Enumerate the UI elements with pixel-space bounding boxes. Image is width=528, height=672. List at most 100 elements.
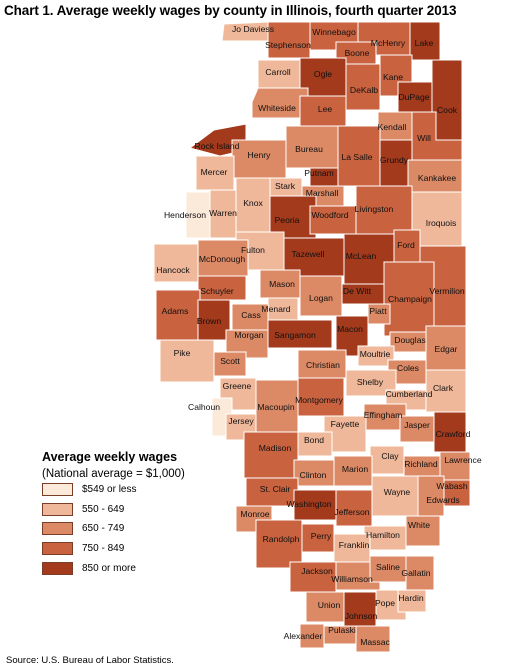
county-label-moultrie: Moultrie xyxy=(360,349,391,359)
county-label-boone: Boone xyxy=(345,48,370,58)
county-label-woodford: Woodford xyxy=(311,210,348,220)
county-label-jasper: Jasper xyxy=(404,420,430,430)
county-label-will: Will xyxy=(417,133,431,143)
county-label-dupage: DuPage xyxy=(398,92,429,102)
county-morgan xyxy=(225,329,269,359)
county-label-menard: Menard xyxy=(261,304,290,314)
county-label-peoria: Peoria xyxy=(275,215,300,225)
legend-item-label: 750 - 849 xyxy=(82,543,125,555)
county-label-lake: Lake xyxy=(415,38,434,48)
county-label-douglas: Douglas xyxy=(394,335,426,345)
legend-item: 750 - 849 xyxy=(42,539,232,559)
county-label-wabash: Wabash xyxy=(436,481,467,491)
legend-swatch xyxy=(42,502,73,516)
county-label-sangamon: Sangamon xyxy=(274,330,316,340)
county-label-effingham: Effingham xyxy=(364,410,403,420)
county-label-mercer: Mercer xyxy=(201,167,228,177)
legend-item: 850 or more xyxy=(42,558,232,578)
county-label-vermilion: Vermilion xyxy=(429,286,465,296)
legend-item: 550 - 649 xyxy=(42,500,232,520)
county-label-richland: Richland xyxy=(404,459,438,469)
county-label-ogle: Ogle xyxy=(314,69,332,79)
legend-swatch xyxy=(42,483,73,497)
county-label-stephenson: Stephenson xyxy=(265,40,311,50)
legend-subtitle: (National average = $1,000) xyxy=(42,468,185,480)
county-label-macon: Macon xyxy=(337,324,363,334)
legend-item-label: 550 - 649 xyxy=(82,503,125,515)
county-label-johnson: Johnson xyxy=(345,611,378,621)
county-label-fulton: Fulton xyxy=(241,245,265,255)
county-label-marshall: Marshall xyxy=(306,188,339,198)
county-label-carroll: Carroll xyxy=(265,67,290,77)
county-label-cumberland: Cumberland xyxy=(386,389,433,399)
county-label-madison: Madison xyxy=(259,443,292,453)
county-label-shelby: Shelby xyxy=(357,377,384,387)
county-label-bureau: Bureau xyxy=(295,144,323,154)
county-label-dekalb: DeKalb xyxy=(350,85,378,95)
county-label-coles: Coles xyxy=(397,363,419,373)
county-label-henderson: Henderson xyxy=(164,210,206,220)
county-label-wayne: Wayne xyxy=(384,487,411,497)
county-sangamon xyxy=(267,319,333,349)
county-stephenson xyxy=(267,21,311,59)
county-label-pike: Pike xyxy=(174,348,191,358)
county-label-williamson: Williamson xyxy=(331,574,373,584)
source-note: Source: U.S. Bureau of Labor Statistics. xyxy=(6,655,174,666)
county-label-monroe: Monroe xyxy=(240,509,269,519)
county-label-jefferson: Jefferson xyxy=(334,507,369,517)
county-label-edgar: Edgar xyxy=(435,344,458,354)
county-layer xyxy=(153,21,471,653)
county-label-hancock: Hancock xyxy=(156,265,190,275)
county-label-mason: Mason xyxy=(269,279,295,289)
county-label-edwards: Edwards xyxy=(426,495,459,505)
county-label-cook: Cook xyxy=(437,105,458,115)
county-label-lee: Lee xyxy=(318,104,333,114)
county-mcdonough xyxy=(197,239,249,277)
county-label-bond: Bond xyxy=(304,435,324,445)
county-label-greene: Greene xyxy=(223,381,252,391)
legend-item: $549 or less xyxy=(42,480,232,500)
county-label-schuyler: Schuyler xyxy=(200,286,234,296)
county-label-union: Union xyxy=(318,600,341,610)
county-label-st-clair: St. Clair xyxy=(260,484,291,494)
county-label-la-salle: La Salle xyxy=(341,152,372,162)
county-label-scott: Scott xyxy=(220,356,240,366)
county-label-christian: Christian xyxy=(306,360,340,370)
county-label-mcdonough: McDonough xyxy=(199,254,246,264)
county-label-stark: Stark xyxy=(275,181,296,191)
county-label-white: White xyxy=(408,520,430,530)
legend-item-label: 650 - 749 xyxy=(82,523,125,535)
county-label-putnam: Putnam xyxy=(304,168,334,178)
county-label-massac: Massac xyxy=(360,637,390,647)
county-randolph xyxy=(255,519,303,569)
county-label-warren: Warren xyxy=(209,208,237,218)
county-label-jersey: Jersey xyxy=(228,416,254,426)
county-label-perry: Perry xyxy=(311,531,332,541)
county-dekalb xyxy=(345,63,381,111)
county-label-hamilton: Hamilton xyxy=(366,530,400,540)
county-hardin xyxy=(397,589,427,613)
legend-item-label: $549 or less xyxy=(82,484,137,496)
county-label-cass: Cass xyxy=(241,310,261,320)
county-label-pope: Pope xyxy=(375,598,395,608)
county-label-pulaski: Pulaski xyxy=(328,625,356,635)
legend-item: 650 - 749 xyxy=(42,519,232,539)
legend-swatch xyxy=(42,561,73,575)
county-label-calhoun: Calhoun xyxy=(188,402,220,412)
county-label-kendall: Kendall xyxy=(378,122,407,132)
county-label-saline: Saline xyxy=(376,562,400,572)
county-label-mchenry: McHenry xyxy=(371,38,406,48)
county-label-piatt: Piatt xyxy=(369,306,387,316)
chart-title: Chart 1. Average weekly wages by county … xyxy=(4,3,457,18)
county-label-alexander: Alexander xyxy=(284,631,323,641)
county-label-mclean: McLean xyxy=(346,251,377,261)
county-label-livingston: Livingston xyxy=(355,204,394,214)
county-label-rock-island: Rock Island xyxy=(195,141,240,151)
county-label-knox: Knox xyxy=(243,198,263,208)
county-label-kane: Kane xyxy=(383,72,403,82)
county-label-kankakee: Kankakee xyxy=(418,173,456,183)
county-label-lawrence: Lawrence xyxy=(444,455,481,465)
county-label-montgomery: Montgomery xyxy=(295,395,343,405)
county-label-gallatin: Gallatin xyxy=(401,568,430,578)
